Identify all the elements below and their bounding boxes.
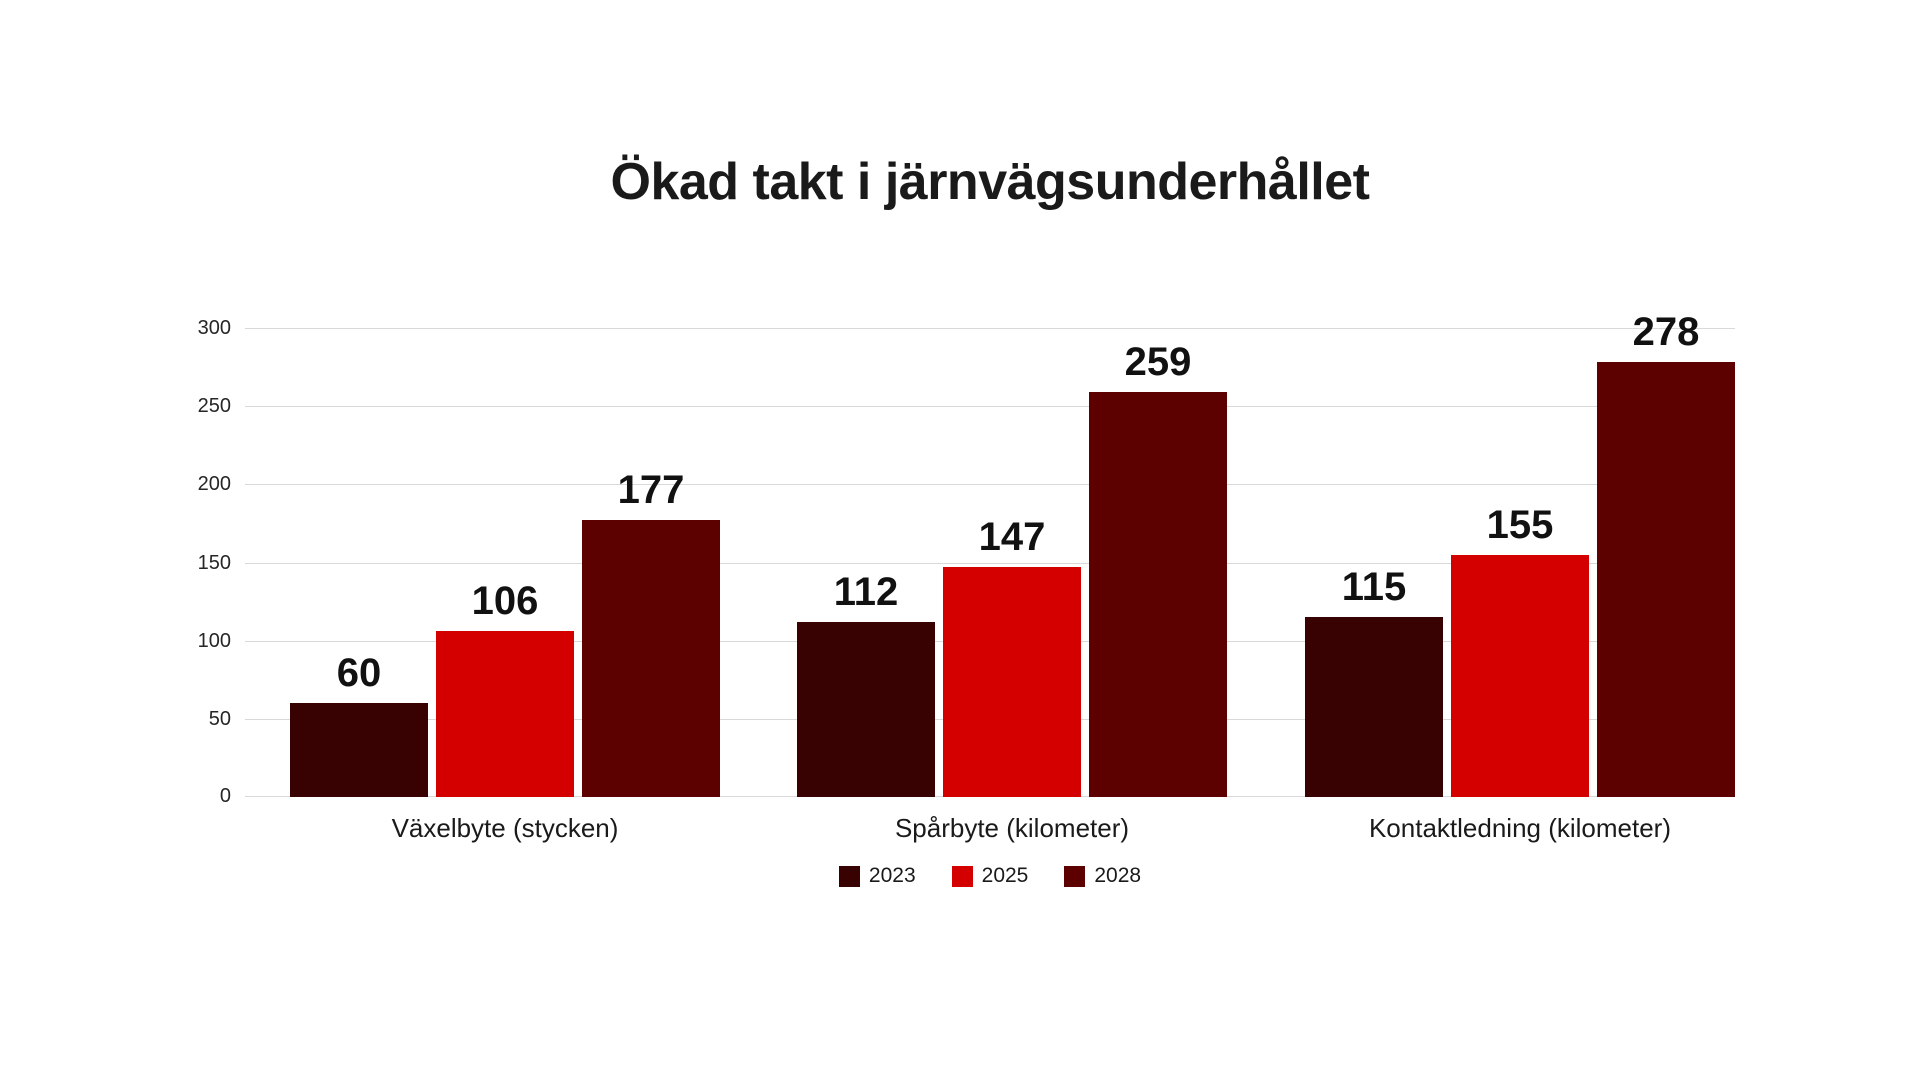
y-tick-label-200: 200 (197, 473, 231, 495)
legend-swatch-2023 (838, 865, 860, 887)
legend-swatch-2025 (951, 865, 973, 887)
value-label-2025-2: 147 (978, 515, 1046, 559)
value-label-2025-3: 155 (1486, 503, 1554, 547)
plot-area: 0 50 100 150 200 250 300 60 112 115 106 147 155 177 25… (198, 310, 1735, 843)
legend-label-2028: 2028 (1094, 864, 1142, 887)
category-label-2: Spårbyte (kilometer) (894, 813, 1130, 843)
legend-swatch-2028 (1064, 865, 1086, 887)
bar-2025-3 (1451, 555, 1589, 797)
value-label-2023-1: 60 (336, 651, 382, 695)
value-label-2028-3: 278 (1632, 310, 1700, 354)
bar-2028-3 (1597, 362, 1735, 797)
legend-label-2023: 2023 (868, 864, 916, 887)
bar-2028-1 (582, 520, 720, 797)
chart-title: Ökad takt i järnvägsunderhållet (610, 153, 1370, 211)
category-label-1: Växelbyte (stycken) (391, 813, 619, 843)
bar-2025-1 (436, 631, 574, 797)
value-label-2023-2: 112 (833, 570, 899, 614)
bar-2023-1 (290, 703, 428, 797)
gridline-200 (245, 484, 1735, 485)
y-tick-label-250: 250 (197, 395, 231, 417)
bar-2023-2 (797, 622, 935, 797)
bar-2028-2 (1089, 392, 1227, 797)
legend-item-2023: 2023 (838, 864, 916, 888)
bar-2025-2 (943, 567, 1081, 797)
y-tick-label-100: 100 (197, 630, 231, 652)
value-label-2023-3: 115 (1341, 565, 1407, 609)
legend-item-2025: 2025 (951, 864, 1029, 888)
gridline-150 (245, 563, 1735, 564)
bar-2023-3 (1305, 617, 1443, 797)
value-label-2028-1: 177 (617, 468, 685, 512)
legend-item-2028: 2028 (1064, 864, 1141, 888)
gridline-300 (245, 328, 1735, 329)
y-tick-label-0: 0 (219, 785, 231, 807)
value-label-2028-2: 259 (1124, 340, 1192, 384)
category-label-3: Kontaktledning (kilometer) (1368, 813, 1672, 843)
legend-label-2025: 2025 (981, 864, 1029, 887)
value-label-2025-1: 106 (471, 579, 539, 623)
y-tick-label-150: 150 (197, 552, 231, 574)
y-tick-label-300: 300 (197, 317, 231, 339)
legend: 2023 2025 2028 (245, 864, 1735, 888)
y-tick-label-50: 50 (208, 708, 231, 730)
gridline-250 (245, 406, 1735, 407)
